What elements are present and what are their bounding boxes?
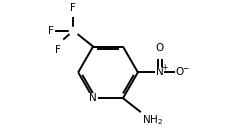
Text: F: F: [55, 45, 61, 55]
Text: +: +: [161, 63, 167, 72]
Text: F: F: [70, 3, 76, 13]
Text: F: F: [48, 26, 54, 36]
Text: O: O: [175, 67, 183, 77]
Text: NH$_2$: NH$_2$: [141, 113, 162, 127]
Text: −: −: [182, 64, 188, 73]
Text: O: O: [155, 43, 163, 53]
Text: N: N: [89, 93, 97, 103]
Text: N: N: [155, 67, 163, 77]
